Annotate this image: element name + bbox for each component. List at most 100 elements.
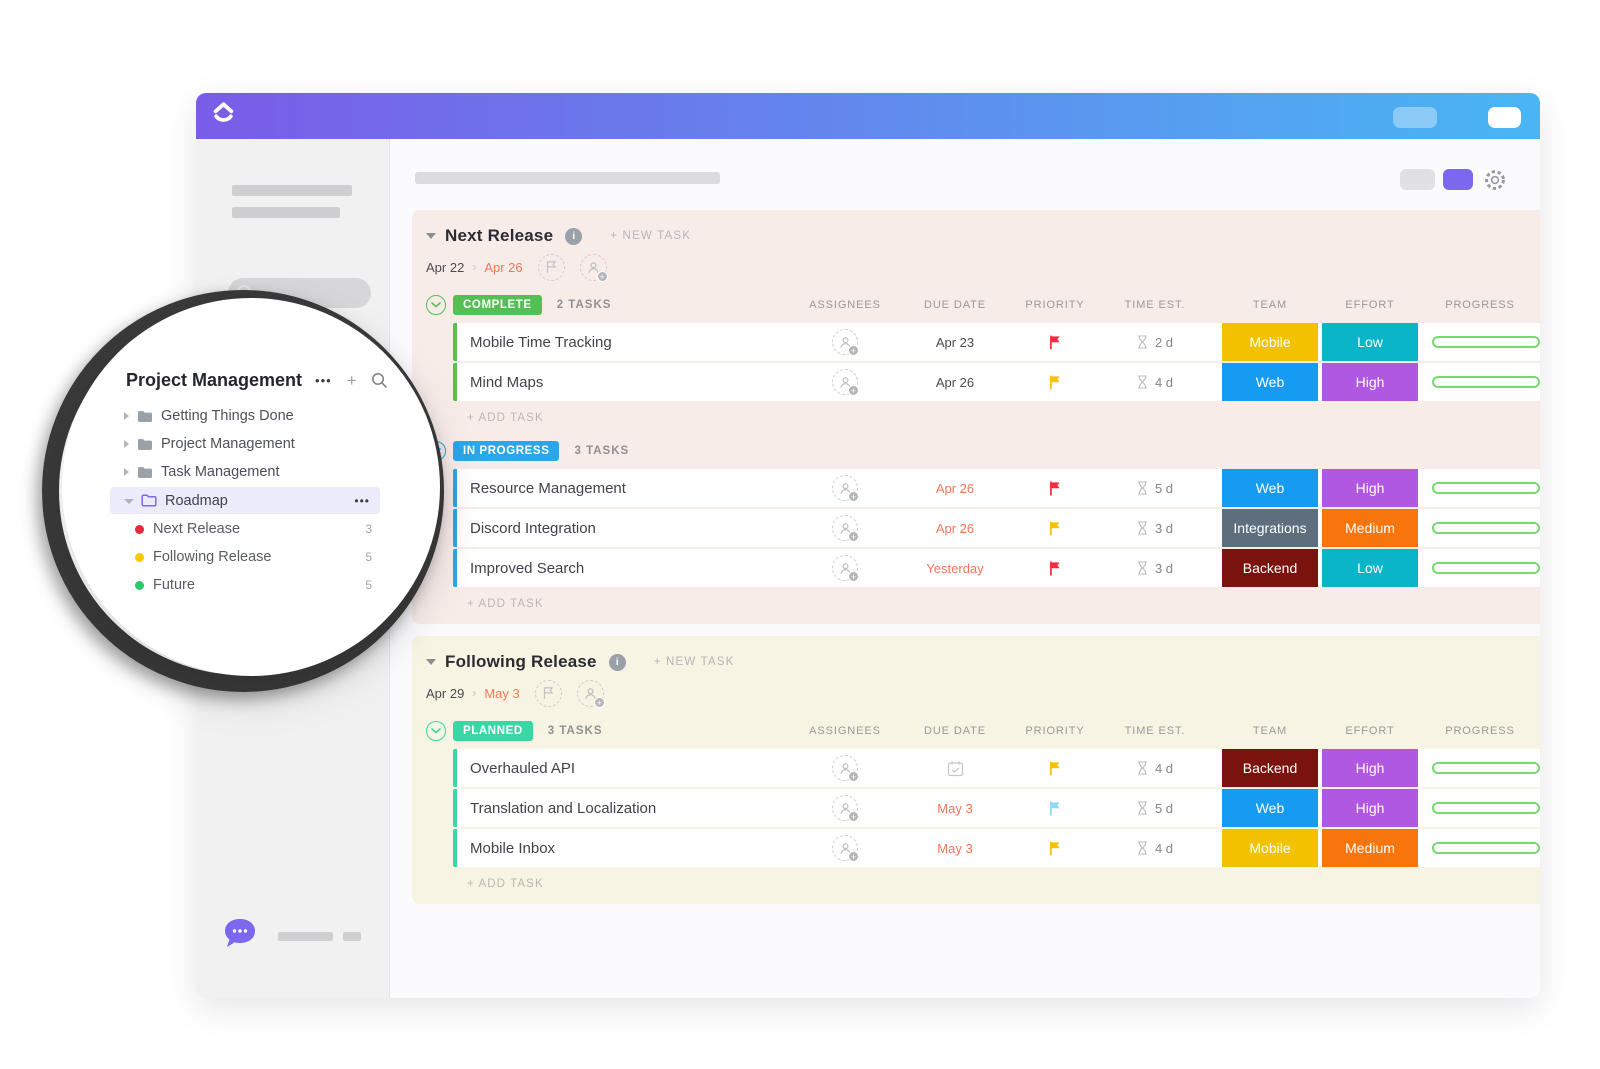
team-badge[interactable]: Mobile [1222, 829, 1318, 867]
list-count: 3 [365, 522, 372, 536]
team-badge[interactable]: Integrations [1222, 509, 1318, 547]
due-date[interactable]: Apr 26 [935, 480, 975, 496]
assignee-add-icon[interactable]: + [832, 835, 859, 862]
info-icon[interactable]: i [565, 227, 583, 245]
sidebar-placeholder-bar [232, 185, 352, 196]
window-control-pill[interactable] [1488, 107, 1521, 128]
task-row[interactable]: Mobile Inbox + May 3 4 d Mobile Medium [453, 829, 1540, 867]
due-date[interactable]: May 3 [937, 800, 973, 816]
chevron-right-icon[interactable] [124, 440, 129, 448]
assignee-add-icon[interactable]: + [832, 555, 859, 582]
chat-bubble-icon[interactable] [222, 917, 258, 955]
more-options-icon[interactable]: ••• [354, 493, 370, 508]
effort-badge[interactable]: High [1322, 469, 1418, 507]
assignee-add-icon[interactable]: + [832, 515, 859, 542]
task-row[interactable]: Improved Search + Yesterday 3 d Backend … [453, 549, 1540, 587]
new-task-button[interactable]: + NEW TASK [610, 230, 692, 242]
sidebar-folder-item-selected[interactable]: Roadmap ••• [110, 487, 380, 514]
assignee-add-icon[interactable]: + [832, 369, 859, 396]
team-badge[interactable]: Backend [1222, 549, 1318, 587]
add-task-button[interactable]: + ADD TASK [467, 878, 544, 890]
team-badge[interactable]: Web [1222, 363, 1318, 401]
sidebar-list-item[interactable]: Next Release 3 [110, 515, 380, 543]
effort-badge[interactable]: High [1322, 789, 1418, 827]
new-task-button[interactable]: + NEW TASK [653, 656, 735, 668]
add-task-button[interactable]: + ADD TASK [467, 412, 544, 424]
sidebar-list-item[interactable]: Following Release 5 [110, 543, 380, 571]
assignees-cell: + [800, 549, 890, 587]
status-badge[interactable]: COMPLETE [453, 295, 542, 315]
task-group: PLANNED 3 TASKS ASSIGNEES DUE DATE PRIORIT… [426, 720, 1540, 894]
team-badge[interactable]: Mobile [1222, 323, 1318, 361]
priority-flag-icon[interactable] [1049, 840, 1062, 856]
active-view-button[interactable] [1443, 169, 1473, 190]
effort-badge[interactable]: Medium [1322, 509, 1418, 547]
task-row[interactable]: Mind Maps + Apr 26 4 d Web High [453, 363, 1540, 401]
collapse-section-icon[interactable] [426, 659, 436, 665]
list-count: 5 [365, 550, 372, 564]
chevron-down-icon[interactable] [124, 499, 134, 504]
set-flag-icon[interactable] [537, 253, 565, 281]
priority-flag-icon[interactable] [1049, 334, 1062, 350]
due-date[interactable]: May 3 [937, 840, 973, 856]
task-row[interactable]: Overhauled API + 4 d Backend High [453, 749, 1540, 787]
collapse-section-icon[interactable] [426, 233, 436, 239]
task-row[interactable]: Discord Integration + Apr 26 3 d Integra… [453, 509, 1540, 547]
priority-flag-icon[interactable] [1049, 760, 1062, 776]
collapse-group-icon[interactable] [426, 721, 446, 741]
due-date[interactable]: Apr 26 [935, 374, 975, 390]
team-badge[interactable]: Web [1222, 789, 1318, 827]
window-control-pill[interactable] [1393, 107, 1437, 128]
set-flag-icon[interactable] [534, 679, 562, 707]
info-icon[interactable]: i [608, 653, 626, 671]
team-badge[interactable]: Web [1222, 469, 1318, 507]
search-icon[interactable] [371, 372, 388, 389]
time-estimate: 3 d [1154, 560, 1174, 576]
view-toggle-button[interactable] [1400, 169, 1435, 190]
assignee-add-icon[interactable]: + [832, 755, 859, 782]
start-date[interactable]: Apr 22 [426, 259, 465, 275]
chevron-right-icon[interactable] [124, 468, 129, 476]
chevron-right-icon[interactable] [124, 412, 129, 420]
start-date[interactable]: Apr 29 [426, 685, 465, 701]
due-date[interactable]: Apr 26 [935, 520, 975, 536]
priority-flag-icon[interactable] [1049, 800, 1062, 816]
add-assignee-icon[interactable]: + [576, 679, 605, 708]
sidebar-folder-item[interactable]: Task Management [110, 458, 380, 486]
due-date[interactable]: Yesterday [926, 560, 984, 576]
sidebar-list-item[interactable]: Future 5 [110, 571, 380, 599]
task-row[interactable]: Mobile Time Tracking + Apr 23 2 d Mobile… [453, 323, 1540, 361]
assignee-add-icon[interactable]: + [832, 475, 859, 502]
section-header: Next Release i + NEW TASK [426, 224, 1540, 248]
effort-badge[interactable]: Low [1322, 323, 1418, 361]
priority-flag-icon[interactable] [1049, 560, 1062, 576]
priority-flag-icon[interactable] [1049, 520, 1062, 536]
priority-cell [1020, 363, 1090, 401]
effort-badge[interactable]: Medium [1322, 829, 1418, 867]
gear-icon[interactable] [1482, 167, 1508, 198]
assignee-add-icon[interactable]: + [832, 795, 859, 822]
end-date[interactable]: Apr 26 [484, 259, 523, 275]
add-task-button[interactable]: + ADD TASK [467, 598, 544, 610]
collapse-group-icon[interactable] [426, 295, 446, 315]
sidebar-folder-item[interactable]: Project Management [110, 430, 380, 458]
effort-badge[interactable]: Low [1322, 549, 1418, 587]
calendar-icon[interactable] [947, 760, 964, 777]
status-badge[interactable]: IN PROGRESS [453, 441, 560, 461]
priority-flag-icon[interactable] [1049, 480, 1062, 496]
priority-flag-icon[interactable] [1049, 374, 1062, 390]
add-assignee-icon[interactable]: + [579, 253, 608, 282]
team-badge[interactable]: Backend [1222, 749, 1318, 787]
due-date-cell: May 3 [890, 789, 1020, 827]
task-row[interactable]: Translation and Localization + May 3 5 d… [453, 789, 1540, 827]
effort-badge[interactable]: High [1322, 363, 1418, 401]
status-badge[interactable]: PLANNED [453, 721, 533, 741]
assignee-add-icon[interactable]: + [832, 329, 859, 356]
effort-badge[interactable]: High [1322, 749, 1418, 787]
task-row[interactable]: Resource Management + Apr 26 5 d Web Hig… [453, 469, 1540, 507]
more-options-icon[interactable]: ••• [315, 373, 332, 388]
due-date[interactable]: Apr 23 [935, 334, 975, 350]
add-icon[interactable]: + [346, 371, 357, 390]
sidebar-folder-item[interactable]: Getting Things Done [110, 402, 380, 430]
end-date[interactable]: May 3 [484, 685, 520, 701]
